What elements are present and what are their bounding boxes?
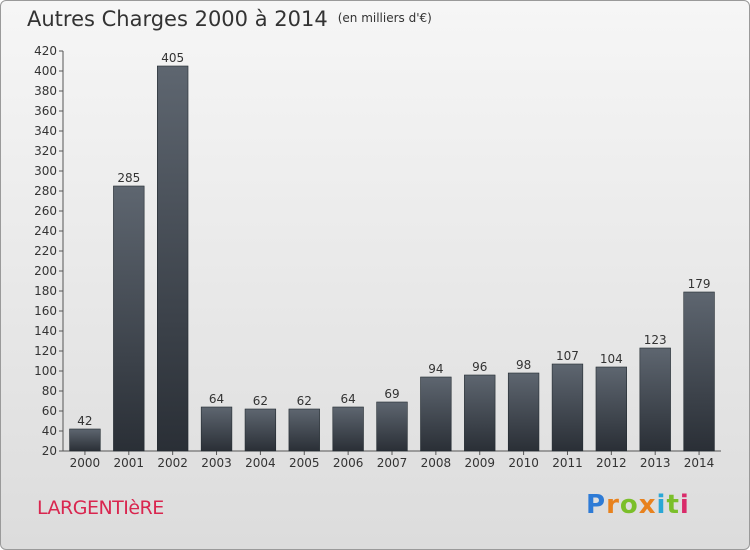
y-tick-label: 40 xyxy=(42,424,57,438)
x-tick-label-2001: 2001 xyxy=(114,456,145,470)
y-tick-label: 160 xyxy=(34,304,57,318)
logo-letter: r xyxy=(606,490,620,520)
x-tick-label-2012: 2012 xyxy=(596,456,627,470)
proxiti-logo: Proxiti xyxy=(586,490,690,520)
x-tick-label-2014: 2014 xyxy=(684,456,715,470)
y-tick-label: 80 xyxy=(42,384,57,398)
data-label-2013: 123 xyxy=(644,333,667,347)
bar-2010 xyxy=(507,372,540,452)
bar-2007 xyxy=(376,401,408,452)
y-tick-label: 260 xyxy=(34,204,57,218)
data-label-2014: 179 xyxy=(688,277,711,291)
chart-title-text: Autres Charges 2000 à 2014 xyxy=(27,7,328,31)
logo-letter: x xyxy=(638,490,657,520)
data-label-2007: 69 xyxy=(384,387,399,401)
data-label-2002: 405 xyxy=(161,51,184,65)
y-tick-label: 320 xyxy=(34,144,57,158)
chart-bars xyxy=(69,65,715,452)
data-label-2009: 96 xyxy=(472,360,487,374)
x-tick-label-2006: 2006 xyxy=(333,456,364,470)
y-tick-label: 120 xyxy=(34,344,57,358)
bar-2005 xyxy=(288,408,320,452)
y-tick-label: 60 xyxy=(42,404,57,418)
y-tick-label: 420 xyxy=(34,44,57,58)
data-label-2005: 62 xyxy=(297,394,312,408)
data-label-2008: 94 xyxy=(428,362,443,376)
data-label-2004: 62 xyxy=(253,394,268,408)
x-tick-label-2007: 2007 xyxy=(377,456,408,470)
bar-2013 xyxy=(639,347,671,452)
y-tick-label: 140 xyxy=(34,324,57,338)
bar-2002 xyxy=(157,65,189,452)
bar-2009 xyxy=(464,374,496,452)
chart-labels: 42 2000 285 2001 405 2002 64 2003 62 2004 62 2005 64… xyxy=(70,51,715,470)
data-label-2012: 104 xyxy=(600,352,623,366)
y-tick-label: 240 xyxy=(34,224,57,238)
y-tick-label: 400 xyxy=(34,64,57,78)
logo-letter: o xyxy=(619,490,639,520)
data-label-2011: 107 xyxy=(556,349,579,363)
x-tick-label-2003: 2003 xyxy=(201,456,232,470)
x-tick-label-2011: 2011 xyxy=(552,456,583,470)
x-tick-label-2008: 2008 xyxy=(421,456,452,470)
y-tick-label: 340 xyxy=(34,124,57,138)
bar-2014 xyxy=(683,291,715,452)
chart-axes: 20 40 60 80 100 120 140 160 180 200 220 240 260 280 30… xyxy=(34,44,721,458)
data-label-2003: 64 xyxy=(209,392,224,406)
x-tick-label-2009: 2009 xyxy=(464,456,495,470)
chart-unit-label: (en milliers d'€) xyxy=(337,11,432,25)
x-tick-label-2002: 2002 xyxy=(157,456,188,470)
y-tick-label: 20 xyxy=(42,444,57,458)
x-tick-label-2000: 2000 xyxy=(70,456,101,470)
y-tick-label: 360 xyxy=(34,104,57,118)
x-tick-label-2005: 2005 xyxy=(289,456,320,470)
bar-2001 xyxy=(113,185,145,452)
y-tick-label: 100 xyxy=(34,364,57,378)
y-tick-label: 220 xyxy=(34,244,57,258)
y-tick-label: 300 xyxy=(34,164,57,178)
logo-letter: t xyxy=(666,490,680,520)
chart-title: Autres Charges 2000 à 2014 (en milliers d… xyxy=(27,7,432,31)
logo-letter: i xyxy=(656,490,667,520)
bar-2008 xyxy=(420,376,452,452)
data-label-2001: 285 xyxy=(117,171,140,185)
bar-2011 xyxy=(551,363,584,452)
y-tick-label: 280 xyxy=(34,184,57,198)
x-tick-label-2004: 2004 xyxy=(245,456,276,470)
logo-letter: i xyxy=(679,490,690,520)
place-name: LARGENTIèRE xyxy=(37,497,164,519)
data-label-2006: 64 xyxy=(340,392,355,406)
x-tick-label-2010: 2010 xyxy=(508,456,539,470)
data-label-2010: 98 xyxy=(516,358,531,372)
y-tick-label: 200 xyxy=(34,264,57,278)
data-label-2000: 42 xyxy=(77,414,92,428)
y-tick-label: 380 xyxy=(34,84,57,98)
y-tick-label: 180 xyxy=(34,284,57,298)
bar-2004 xyxy=(244,408,277,452)
bar-2000 xyxy=(69,428,101,452)
bar-2012 xyxy=(595,366,627,452)
logo-letter: P xyxy=(586,490,607,520)
x-tick-label-2013: 2013 xyxy=(640,456,671,470)
bar-2003 xyxy=(200,406,233,452)
bar-2006 xyxy=(332,406,364,452)
